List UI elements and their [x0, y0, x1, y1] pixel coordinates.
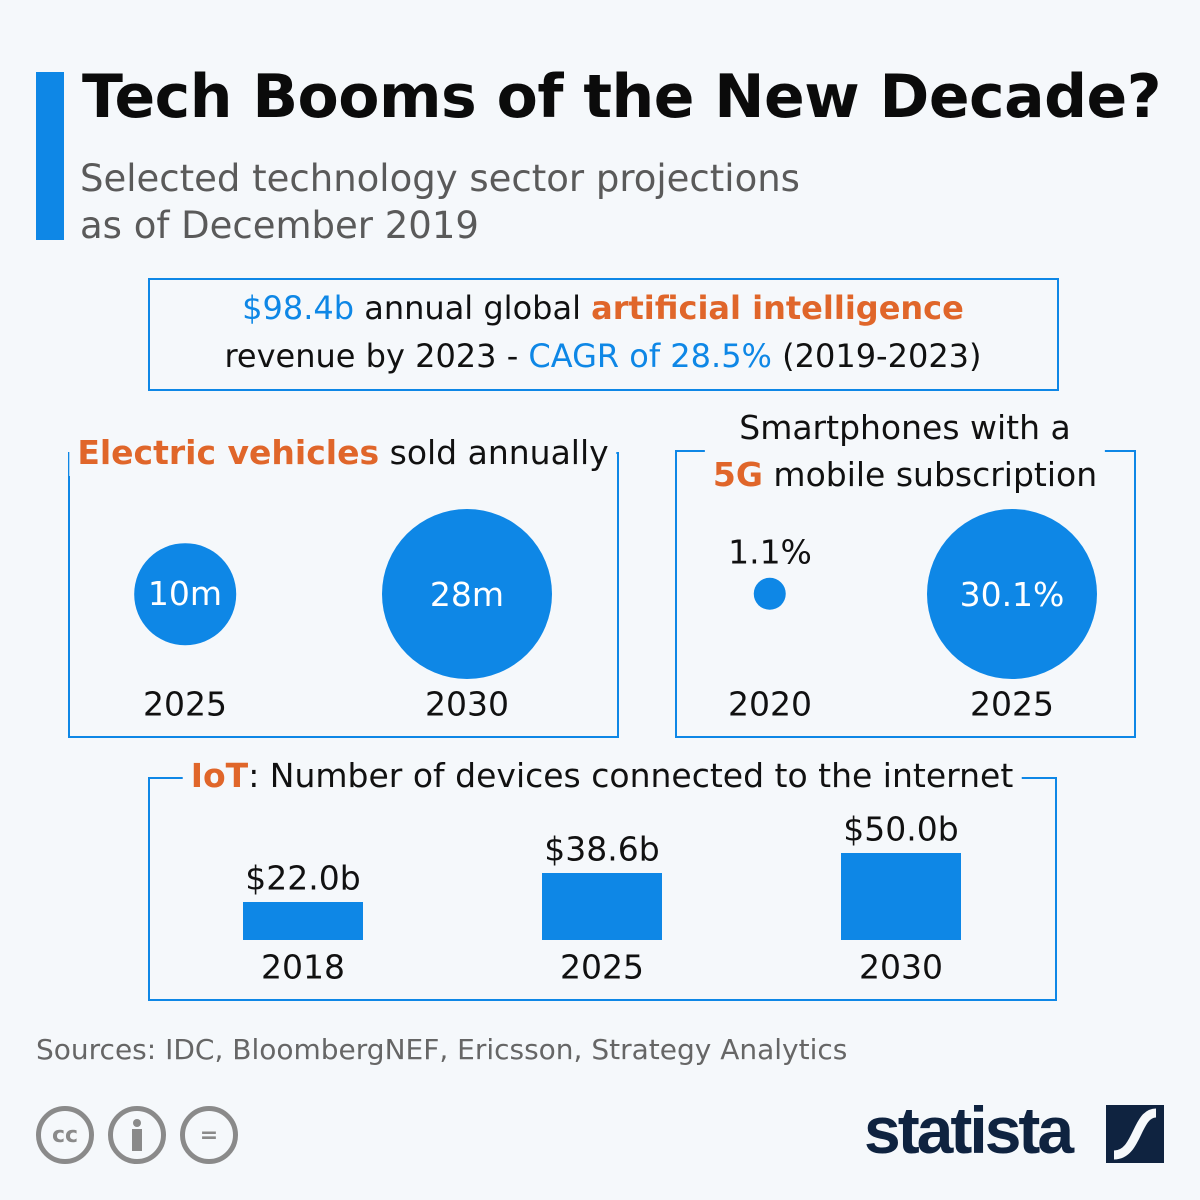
5g-title: Smartphones with a 5G mobile subscription — [704, 404, 1106, 498]
year-label: 2020 — [728, 684, 812, 724]
cc-icon[interactable]: cc — [36, 1106, 94, 1164]
bar-label: $50.0b — [843, 809, 959, 849]
year-label: 2025 — [143, 684, 227, 724]
sources: Sources: IDC, BloombergNEF, Ericsson, St… — [36, 1033, 848, 1066]
subtitle-line: as of December 2019 — [80, 204, 479, 247]
accent-bar — [36, 72, 64, 240]
attribution-icon[interactable] — [108, 1106, 166, 1164]
ai-value: $98.4b — [242, 289, 355, 327]
ai-text: (2019-2023) — [771, 337, 982, 375]
bubble-label: 1.1% — [728, 532, 812, 572]
bar-label: $38.6b — [544, 829, 660, 869]
bubble — [753, 577, 787, 611]
ai-text: annual global — [354, 289, 592, 327]
bubble: 30.1% — [927, 509, 1097, 679]
bubble: 10m — [134, 543, 236, 645]
iot-highlight: IoT — [190, 756, 249, 795]
page-title: Tech Booms of the New Decade? — [82, 62, 1162, 132]
bar — [841, 853, 961, 940]
5g-title-text: mobile subscription — [762, 455, 1098, 494]
ev-title-text: sold annually — [379, 433, 609, 472]
5g-highlight: 5G — [712, 455, 763, 494]
ev-highlight: Electric vehicles — [77, 433, 380, 472]
bar — [542, 872, 662, 940]
statista-logo[interactable]: statista — [864, 1093, 1074, 1167]
year-label: 2018 — [261, 947, 345, 987]
subtitle-line: Selected technology sector projections — [80, 157, 800, 200]
bar — [243, 901, 363, 940]
ai-cagr: CAGR of 28.5% — [528, 337, 772, 375]
no-derivatives-icon[interactable]: = — [180, 1106, 238, 1164]
bubble: 28m — [382, 509, 552, 679]
year-label: 2030 — [859, 947, 943, 987]
year-label: 2025 — [560, 947, 644, 987]
ai-highlight: artificial intelligence — [591, 289, 964, 327]
year-label: 2030 — [425, 684, 509, 724]
bar-label: $22.0b — [245, 858, 361, 898]
ai-box — [148, 278, 1059, 391]
5g-title-line: Smartphones with a — [739, 408, 1071, 447]
subtitle: Selected technology sector projections as… — [80, 155, 800, 249]
ev-title: Electric vehicles sold annually — [69, 429, 617, 476]
year-label: 2025 — [970, 684, 1054, 724]
statista-logo-mark — [1106, 1105, 1164, 1163]
ai-text: revenue by 2023 - — [224, 337, 529, 375]
ai-stat: $98.4b annual global artificial intellig… — [150, 284, 1056, 380]
iot-title-text: : Number of devices connected to the int… — [248, 756, 1014, 795]
iot-title: IoT: Number of devices connected to the … — [182, 752, 1022, 799]
